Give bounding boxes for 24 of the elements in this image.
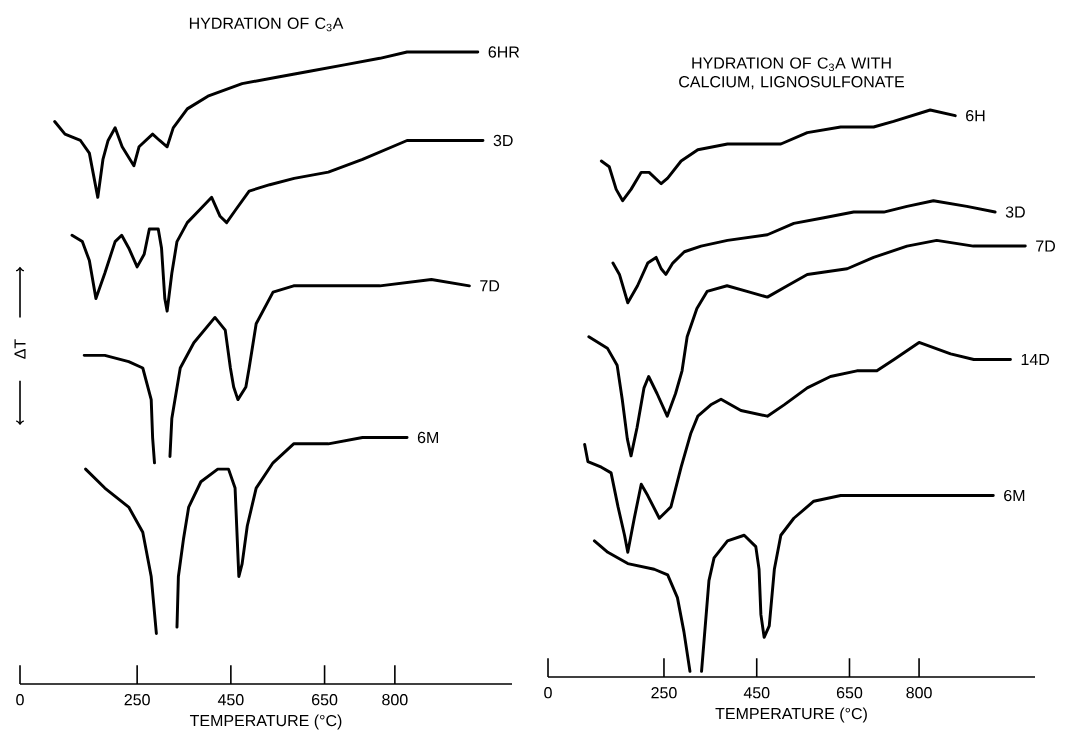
x-tick-label: 650 (836, 687, 863, 699)
series-label: 3D (1005, 206, 1025, 218)
x-axis-title: TEMPERATURE (°C) (189, 714, 342, 730)
chart-title: HYDRATION OF C$_{3}$A (189, 17, 344, 32)
x-tick-label: 450 (217, 694, 244, 706)
x-tick-label: 450 (743, 687, 770, 699)
x-axis-title: TEMPERATURE (°C) (715, 707, 867, 723)
x-tick-label: 0 (544, 687, 552, 699)
x-tick-label: 800 (382, 694, 408, 706)
series-label: 7D (1036, 240, 1056, 252)
x-tick-label: 800 (906, 687, 932, 699)
series-label: 7D (480, 280, 500, 292)
series-label: 14D (1021, 353, 1050, 365)
series-label: 3D (493, 134, 513, 147)
series-label: 6H (966, 110, 985, 122)
series-label: 6HR (488, 46, 520, 58)
series-label: 6M (1004, 489, 1025, 502)
x-tick-label: 250 (651, 687, 677, 699)
chart-title: HYDRATION OF C$_{3}$A WITH CALCIUM, LIGNOSULFONATE (679, 57, 905, 90)
series-label: 6M (417, 431, 438, 444)
x-tick-label: 0 (16, 694, 24, 706)
x-tick-label: 250 (124, 694, 150, 706)
y-axis-title: ΔT (14, 339, 26, 359)
x-tick-label: 650 (312, 694, 338, 706)
